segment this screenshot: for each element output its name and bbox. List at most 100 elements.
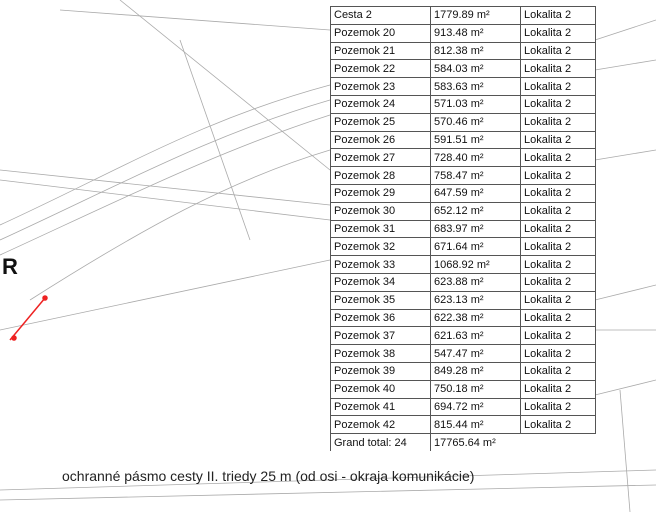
table-cell: Lokalita 2 — [520, 77, 596, 96]
table-cell: Lokalita 2 — [520, 326, 596, 346]
table-cell: Lokalita 2 — [520, 415, 596, 435]
table-cell: Lokalita 2 — [520, 201, 596, 221]
table-cell: Lokalita 2 — [520, 344, 596, 363]
table-cell: Lokalita 2 — [520, 6, 596, 25]
table-cell: Pozemok 34 — [330, 272, 431, 292]
table-row: Pozemok 31 683.97 m² Lokalita 2 — [330, 219, 596, 239]
map-note: ochranné pásmo cesty II. triedy 25 m (od… — [62, 468, 475, 484]
table-cell: Lokalita 2 — [520, 237, 596, 257]
table-cell: Lokalita 2 — [520, 379, 596, 399]
map-letter: R — [2, 254, 18, 279]
table-row: Pozemok 35 623.13 m² Lokalita 2 — [330, 290, 596, 310]
table-cell: Lokalita 2 — [520, 41, 596, 61]
table-row: Pozemok 33 1068.92 m² Lokalita 2 — [330, 255, 596, 274]
table-cell: 547.47 m² — [430, 344, 521, 363]
table-row: Pozemok 29 647.59 m² Lokalita 2 — [330, 183, 596, 203]
table-cell: 750.18 m² — [430, 379, 521, 399]
table-cell: Lokalita 2 — [520, 183, 596, 203]
table-cell: Pozemok 38 — [330, 344, 431, 363]
table-cell: Pozemok 32 — [330, 237, 431, 257]
table-cell: Pozemok 26 — [330, 130, 431, 150]
table-row: Pozemok 42 815.44 m² Lokalita 2 — [330, 415, 596, 435]
table-cell: 1779.89 m² — [430, 6, 521, 25]
table-cell: Pozemok 23 — [330, 77, 431, 96]
table-row: Cesta 2 1779.89 m² Lokalita 2 — [330, 6, 596, 25]
table-row: Grand total: 24 17765.64 m² — [330, 433, 596, 451]
table-cell: Pozemok 29 — [330, 183, 431, 203]
table-cell: Lokalita 2 — [520, 166, 596, 185]
table-cell: Lokalita 2 — [520, 272, 596, 292]
table-row: Pozemok 27 728.40 m² Lokalita 2 — [330, 148, 596, 168]
table-row: Pozemok 37 621.63 m² Lokalita 2 — [330, 326, 596, 346]
table-cell: Lokalita 2 — [520, 112, 596, 132]
table-cell: 671.64 m² — [430, 237, 521, 257]
table-cell: 623.88 m² — [430, 272, 521, 292]
table-cell: Pozemok 35 — [330, 290, 431, 310]
table-row: Pozemok 23 583.63 m² Lokalita 2 — [330, 77, 596, 96]
table-cell: 815.44 m² — [430, 415, 521, 435]
table-cell: Pozemok 42 — [330, 415, 431, 435]
table-cell: Lokalita 2 — [520, 94, 596, 114]
table-cell: Pozemok 24 — [330, 94, 431, 114]
table-row: Pozemok 24 571.03 m² Lokalita 2 — [330, 94, 596, 114]
table-cell: Pozemok 20 — [330, 23, 431, 43]
table-cell: 622.38 m² — [430, 308, 521, 328]
table-row: Pozemok 30 652.12 m² Lokalita 2 — [330, 201, 596, 221]
table-cell: 583.63 m² — [430, 77, 521, 96]
table-cell: Pozemok 27 — [330, 148, 431, 168]
table-cell: 849.28 m² — [430, 361, 521, 381]
table-cell: Lokalita 2 — [520, 361, 596, 381]
table-cell: Lokalita 2 — [520, 130, 596, 150]
table-cell: 812.38 m² — [430, 41, 521, 61]
table-row: Pozemok 26 591.51 m² Lokalita 2 — [330, 130, 596, 150]
table-row: Pozemok 34 623.88 m² Lokalita 2 — [330, 272, 596, 292]
table-cell: 623.13 m² — [430, 290, 521, 310]
table-cell: Lokalita 2 — [520, 308, 596, 328]
table-row: Pozemok 38 547.47 m² Lokalita 2 — [330, 344, 596, 363]
table-cell: Cesta 2 — [330, 6, 431, 25]
table-cell: 17765.64 m² — [430, 433, 596, 451]
table-row: Pozemok 32 671.64 m² Lokalita 2 — [330, 237, 596, 257]
table-cell: Lokalita 2 — [520, 23, 596, 43]
table-cell: Pozemok 31 — [330, 219, 431, 239]
table-cell: Pozemok 40 — [330, 379, 431, 399]
table-row: Pozemok 22 584.03 m² Lokalita 2 — [330, 59, 596, 79]
table-cell: Pozemok 41 — [330, 397, 431, 417]
table-cell: 621.63 m² — [430, 326, 521, 346]
table-cell: Pozemok 36 — [330, 308, 431, 328]
table-cell: Pozemok 22 — [330, 59, 431, 79]
table-cell: 728.40 m² — [430, 148, 521, 168]
table-cell: Lokalita 2 — [520, 219, 596, 239]
table-row: Pozemok 36 622.38 m² Lokalita 2 — [330, 308, 596, 328]
table-row: Pozemok 20 913.48 m² Lokalita 2 — [330, 23, 596, 43]
table-cell: 652.12 m² — [430, 201, 521, 221]
table-cell: 1068.92 m² — [430, 255, 521, 274]
table-cell: Pozemok 33 — [330, 255, 431, 274]
table-cell: 647.59 m² — [430, 183, 521, 203]
table-cell: Pozemok 25 — [330, 112, 431, 132]
table-cell: Pozemok 30 — [330, 201, 431, 221]
table-cell: Pozemok 21 — [330, 41, 431, 61]
table-row: Pozemok 28 758.47 m² Lokalita 2 — [330, 166, 596, 185]
table-cell: Pozemok 37 — [330, 326, 431, 346]
table-cell: 584.03 m² — [430, 59, 521, 79]
table-row: Pozemok 40 750.18 m² Lokalita 2 — [330, 379, 596, 399]
table-cell: Pozemok 39 — [330, 361, 431, 381]
table-cell: Lokalita 2 — [520, 148, 596, 168]
table-cell: 694.72 m² — [430, 397, 521, 417]
table-row: Pozemok 25 570.46 m² Lokalita 2 — [330, 112, 596, 132]
table-cell: Grand total: 24 — [330, 433, 431, 451]
table-cell: 591.51 m² — [430, 130, 521, 150]
table-cell: Pozemok 28 — [330, 166, 431, 185]
table-cell: 683.97 m² — [430, 219, 521, 239]
table-cell: 758.47 m² — [430, 166, 521, 185]
table-row: Pozemok 39 849.28 m² Lokalita 2 — [330, 361, 596, 381]
table-cell: 570.46 m² — [430, 112, 521, 132]
table-row: Pozemok 21 812.38 m² Lokalita 2 — [330, 41, 596, 61]
table-cell: 571.03 m² — [430, 94, 521, 114]
table-cell: Lokalita 2 — [520, 397, 596, 417]
table-cell: 913.48 m² — [430, 23, 521, 43]
table-row: Pozemok 41 694.72 m² Lokalita 2 — [330, 397, 596, 417]
